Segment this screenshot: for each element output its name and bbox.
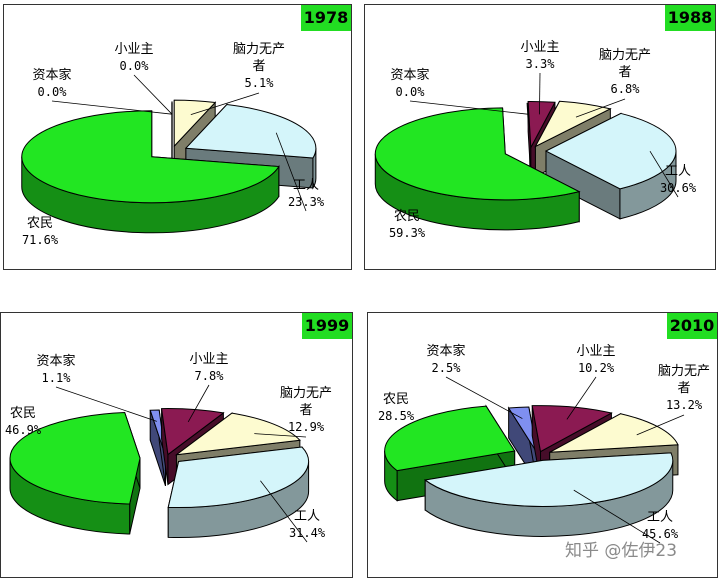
label-small-owner: 小业主 3.3% xyxy=(500,39,580,73)
leader-line-worker xyxy=(260,480,308,543)
label-name: 资本家 xyxy=(32,68,72,83)
label-name: 脑力无产者 xyxy=(279,386,332,418)
pie-chart-1988 xyxy=(374,72,679,231)
label-name: 资本家 xyxy=(36,354,76,369)
label-value: 13.2% xyxy=(665,398,703,412)
leader-line-capitalist xyxy=(445,376,523,419)
slice-worker xyxy=(544,112,677,220)
label-small-owner: 小业主 7.8% xyxy=(169,351,249,385)
slice-farmer xyxy=(374,107,581,231)
label-value: 5.1% xyxy=(244,76,274,90)
leader-line-capitalist xyxy=(55,386,157,422)
pie-chart-1978 xyxy=(21,74,317,234)
chart-panel-1999: 1999 小业主 7.8% 脑力无产者 12.9% 工人 31.4% 农民 46.9% 资本家 1.… xyxy=(0,312,353,578)
label-mental-worker: 脑力无产者 5.1% xyxy=(219,41,299,92)
chart-panel-1978: 1978 小业主 0.0% 脑力无产者 5.1% 工人 23.3% 农民 71.6% 资本家 0.0… xyxy=(3,4,352,270)
label-name: 小业主 xyxy=(114,42,154,57)
label-farmer: 农民 46.9% xyxy=(0,405,63,439)
leader-line-small-owner xyxy=(133,74,173,115)
chart-panel-1988: 1988 小业主 3.3% 脑力无产者 6.8% 工人 30.6% 农民 59.3% 资本家 0.0… xyxy=(364,4,716,270)
label-name: 工人 xyxy=(293,509,320,524)
label-name: 工人 xyxy=(292,178,319,193)
label-name: 资本家 xyxy=(390,68,430,83)
label-worker: 工人 23.3% xyxy=(266,177,346,211)
label-value: 23.3% xyxy=(287,195,325,209)
year-badge: 1999 xyxy=(302,313,352,339)
label-name: 农民 xyxy=(9,406,36,421)
label-value: 12.9% xyxy=(287,420,325,434)
label-value: 30.6% xyxy=(659,181,697,195)
leader-line-small-owner xyxy=(539,72,541,115)
label-value: 3.3% xyxy=(525,57,555,71)
label-capitalist: 资本家 0.0% xyxy=(370,67,450,101)
label-farmer: 农民 59.3% xyxy=(367,208,447,242)
leader-line-worker xyxy=(649,150,679,198)
leader-line-capitalist xyxy=(409,100,528,115)
label-value: 1.1% xyxy=(41,371,71,385)
label-value: 59.3% xyxy=(388,226,426,240)
label-farmer: 农民 71.6% xyxy=(0,215,80,249)
label-value: 45.6% xyxy=(641,527,679,541)
label-name: 工人 xyxy=(664,164,691,179)
pie-chart-2010 xyxy=(384,376,685,544)
label-worker: 工人 31.4% xyxy=(267,508,347,542)
label-value: 0.0% xyxy=(37,85,67,99)
label-name: 农民 xyxy=(382,392,409,407)
label-name: 脑力无产者 xyxy=(232,42,285,74)
label-capitalist: 资本家 1.1% xyxy=(16,353,96,387)
label-name: 农民 xyxy=(393,209,420,224)
slice-worker xyxy=(167,446,310,538)
label-name: 农民 xyxy=(26,216,53,231)
leader-line-worker xyxy=(573,489,661,544)
label-small-owner: 小业主 0.0% xyxy=(94,41,174,75)
label-worker: 工人 30.6% xyxy=(638,163,718,197)
label-value: 31.4% xyxy=(288,526,326,540)
leader-line-worker xyxy=(275,132,307,212)
label-name: 工人 xyxy=(646,510,673,525)
label-value: 46.9% xyxy=(4,423,42,437)
leader-line-mental-worker xyxy=(254,433,307,438)
slice-farmer xyxy=(9,411,141,535)
pie-chart-1999 xyxy=(9,384,310,543)
label-name: 脑力无产者 xyxy=(598,48,651,80)
watermark: 知乎 @佐伊23 xyxy=(565,541,678,561)
leader-line-capitalist xyxy=(51,100,173,115)
label-value: 71.6% xyxy=(21,233,59,247)
label-value: 10.2% xyxy=(577,361,615,375)
label-small-owner: 小业主 10.2% xyxy=(556,343,636,377)
label-worker: 工人 45.6% xyxy=(620,509,700,543)
label-name: 资本家 xyxy=(426,344,466,359)
label-value: 0.0% xyxy=(119,59,149,73)
slice-worker xyxy=(423,452,674,537)
slice-farmer xyxy=(21,110,280,234)
year-badge: 1978 xyxy=(301,5,351,31)
leader-line-mental-worker xyxy=(190,92,260,116)
chart-panel-2010: 2010 小业主 10.2% 脑力无产者 13.2% 工人 45.6% 农民 28.5% 资本家 2… xyxy=(367,312,718,578)
year-badge: 2010 xyxy=(667,313,717,339)
label-name: 脑力无产者 xyxy=(657,364,710,396)
label-value: 2.5% xyxy=(431,361,461,375)
label-name: 小业主 xyxy=(189,352,229,367)
leader-line-mental-worker xyxy=(636,414,685,436)
label-value: 0.0% xyxy=(395,85,425,99)
label-name: 小业主 xyxy=(576,344,616,359)
label-mental-worker: 脑力无产者 12.9% xyxy=(266,385,346,436)
label-capitalist: 资本家 0.0% xyxy=(12,67,92,101)
leader-line-small-owner xyxy=(566,376,597,420)
year-badge: 1988 xyxy=(665,5,715,31)
label-value: 6.8% xyxy=(610,82,640,96)
leader-line-small-owner xyxy=(187,384,210,423)
label-farmer: 农民 28.5% xyxy=(356,391,436,425)
label-mental-worker: 脑力无产者 13.2% xyxy=(644,363,720,414)
label-mental-worker: 脑力无产者 6.8% xyxy=(585,47,665,98)
label-value: 7.8% xyxy=(194,369,224,383)
slice-capitalist xyxy=(149,409,166,487)
label-name: 小业主 xyxy=(520,40,560,55)
label-capitalist: 资本家 2.5% xyxy=(406,343,486,377)
leader-line-mental-worker xyxy=(575,98,626,118)
label-value: 28.5% xyxy=(377,409,415,423)
